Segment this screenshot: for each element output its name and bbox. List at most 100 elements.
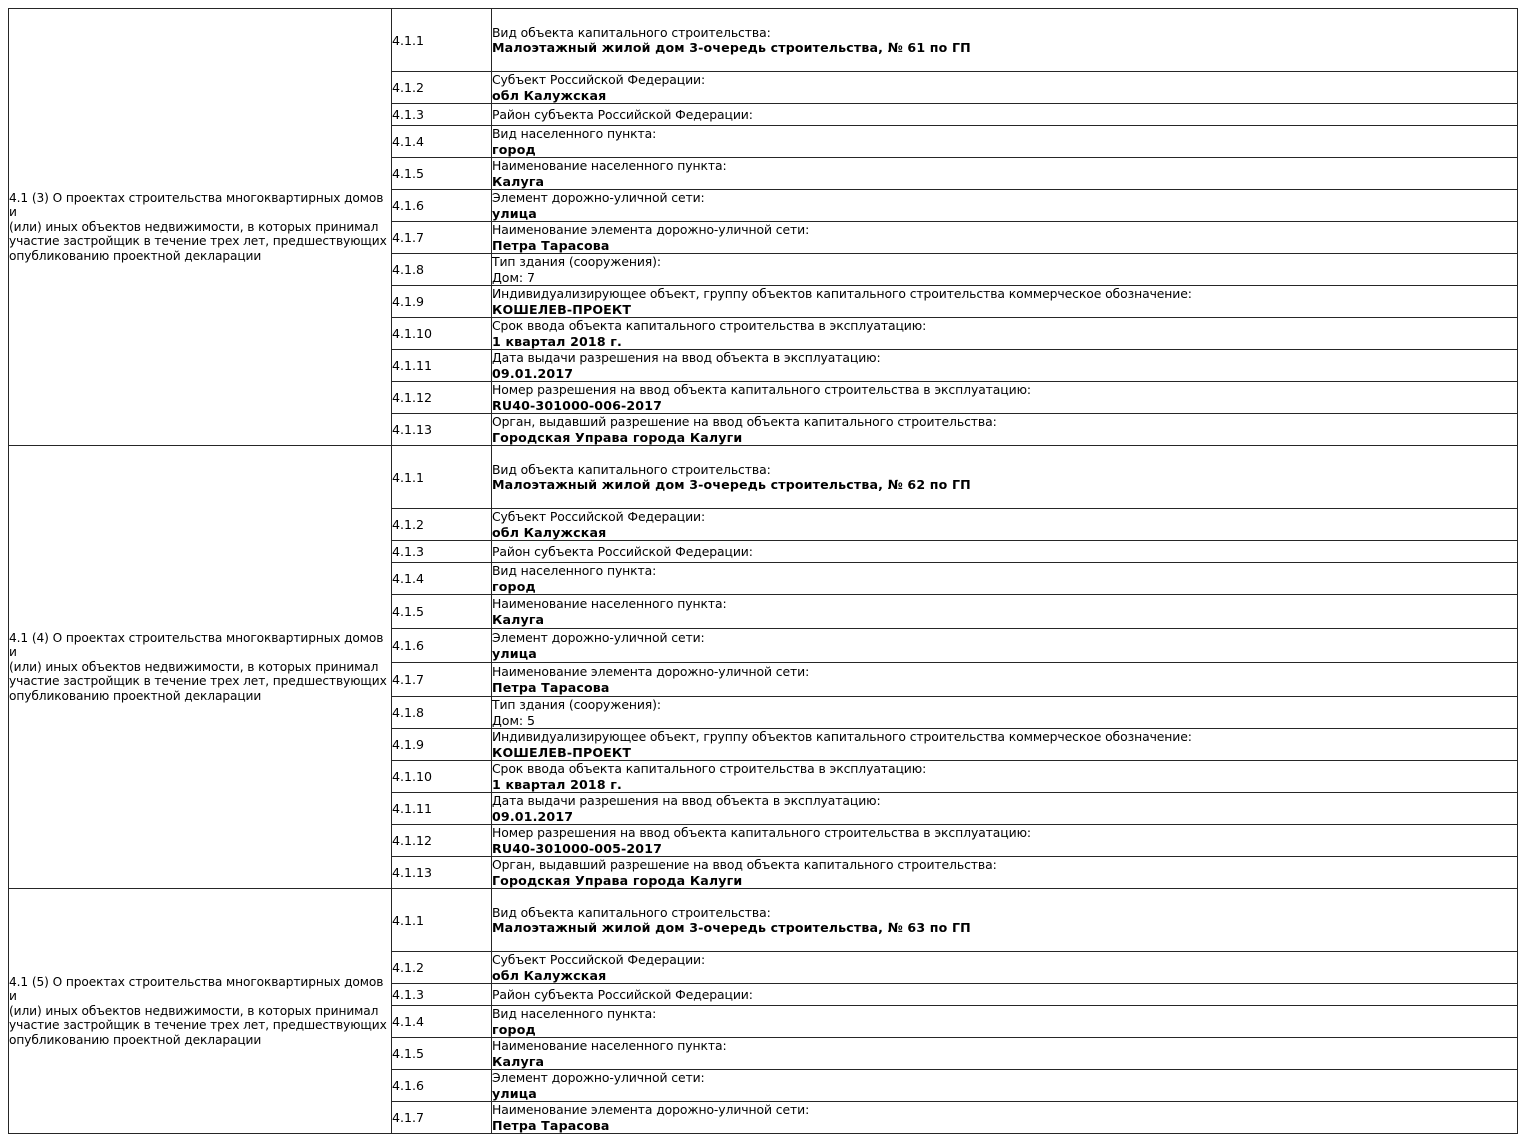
row-code: 4.1.7: [391, 1101, 492, 1134]
field-value: 1 квартал 2018 г.: [492, 333, 622, 349]
field-label: Район субъекта Российской Федерации:: [492, 543, 753, 559]
value-street-name: Наименование элемента дорожно-уличной се…: [491, 662, 1518, 697]
value-permit-issue-date: Дата выдачи разрешения на ввод объекта в…: [491, 349, 1518, 382]
table-row: 4.1 (4) О проектах строительства многокв…: [8, 445, 1518, 889]
table-row: 4.1.4 Вид населенного пункта: город: [9, 562, 1518, 595]
value-permit-number: Номер разрешения на ввод объекта капитал…: [491, 381, 1518, 414]
table-row: 4.1.7 Наименование элемента дорожно-улич…: [9, 662, 1518, 697]
field-value: обл Калужская: [492, 524, 607, 540]
row-code: 4.1.9: [391, 728, 492, 761]
table-row: 4.1.13 Орган, выдавший разрешение на вво…: [9, 856, 1518, 889]
value-subject-rf: Субъект Российской Федерации: обл Калужс…: [491, 508, 1518, 541]
field-value: 09.01.2017: [492, 808, 574, 824]
value-settlement-name: Наименование населенного пункта: Калуга: [491, 157, 1518, 190]
field-label: Тип здания (сооружения):: [492, 254, 661, 269]
field-label: Вид объекта капитального строительства:: [492, 461, 771, 477]
value-permit-authority: Орган, выдавший разрешение на ввод объек…: [491, 413, 1518, 446]
row-code: 4.1.8: [391, 696, 492, 729]
field-value: Малоэтажный жилой дом 3-очередь строител…: [492, 920, 971, 935]
field-label: Вид объекта капитального строительства:: [492, 24, 771, 40]
value-kind-of-object: Вид объекта капитального строительства: …: [491, 888, 1518, 952]
field-label: Район субъекта Российской Федерации:: [492, 986, 753, 1002]
table-row: 4.1 (5) О проектах строительства многокв…: [8, 888, 1518, 1134]
value-settlement-kind: Вид населенного пункта: город: [491, 562, 1518, 595]
value-commissioning-term: Срок ввода объекта капитального строител…: [491, 760, 1518, 793]
value-district-rf: Район субъекта Российской Федерации:: [491, 983, 1518, 1006]
table-row: 4.1.11 Дата выдачи разрешения на ввод об…: [9, 349, 1518, 382]
row-code: 4.1.11: [391, 792, 492, 825]
field-value: город: [492, 141, 536, 157]
field-value: Калуга: [492, 173, 545, 189]
value-street-element: Элемент дорожно-уличной сети: улица: [491, 1069, 1518, 1102]
table-row: 4.1.3 Район субъекта Российской Федераци…: [9, 103, 1518, 126]
value-street-element: Элемент дорожно-уличной сети: улица: [491, 189, 1518, 222]
value-settlement-kind: Вид населенного пункта: город: [491, 125, 1518, 158]
value-permit-issue-date: Дата выдачи разрешения на ввод объекта в…: [491, 792, 1518, 825]
value-street-element: Элемент дорожно-уличной сети: улица: [491, 628, 1518, 663]
value-street-name: Наименование элемента дорожно-уличной се…: [491, 221, 1518, 254]
field-value: город: [492, 578, 536, 594]
field-label: Вид населенного пункта:: [492, 563, 657, 578]
field-label: Наименование населенного пункта:: [492, 1038, 727, 1053]
table-row: 4.1.12 Номер разрешения на ввод объекта …: [9, 381, 1518, 414]
field-label: Тип здания (сооружения):: [492, 697, 661, 712]
table-row: 4.1.10 Срок ввода объекта капитального с…: [9, 760, 1518, 793]
field-value: Петра Тарасова: [492, 237, 610, 253]
field-label: Вид объекта капитального строительства:: [492, 904, 771, 920]
field-value: улица: [492, 205, 537, 221]
field-value: КОШЕЛЕВ-ПРОЕКТ: [492, 301, 632, 317]
row-code: 4.1.5: [391, 157, 492, 190]
row-code: 4.1.3: [391, 540, 492, 563]
field-value: Петра Тарасова: [492, 679, 610, 695]
field-label: Наименование элемента дорожно-уличной се…: [492, 664, 810, 679]
field-label: Наименование элемента дорожно-уличной се…: [492, 1102, 810, 1117]
table-row: 4.1.11 Дата выдачи разрешения на ввод об…: [9, 792, 1518, 825]
row-code: 4.1.4: [391, 562, 492, 595]
field-value: Калуга: [492, 1053, 545, 1069]
row-code: 4.1.1: [391, 888, 492, 952]
row-code: 4.1.7: [391, 221, 492, 254]
table-row: 4.1.5 Наименование населенного пункта: К…: [9, 594, 1518, 629]
table-row: 4.1.8 Тип здания (сооружения): Дом: 7: [9, 253, 1518, 286]
field-label: Индивидуализирующее объект, группу объек…: [492, 729, 1192, 744]
table-row: 4.1.7 Наименование элемента дорожно-улич…: [9, 221, 1518, 254]
row-code: 4.1.13: [391, 856, 492, 889]
table-row: 4.1.3 Район субъекта Российской Федераци…: [9, 983, 1518, 1006]
value-commercial-designation: Индивидуализирующее объект, группу объек…: [491, 285, 1518, 318]
value-commercial-designation: Индивидуализирующее объект, группу объек…: [491, 728, 1518, 761]
field-value: RU40-301000-006-2017: [492, 397, 663, 413]
field-value: улица: [492, 645, 537, 661]
section-heading-cell-1: 4.1 (3) О проектах строительства многокв…: [8, 8, 392, 446]
field-value: Малоэтажный жилой дом 3-очередь строител…: [492, 40, 971, 55]
row-code: 4.1.11: [391, 349, 492, 382]
section-heading-cell-2: 4.1 (4) О проектах строительства многокв…: [8, 445, 392, 889]
field-label: Дата выдачи разрешения на ввод объекта в…: [492, 793, 881, 808]
row-code: 4.1.12: [391, 824, 492, 857]
declaration-table-body: 4.1 (3) О проектах строительства многокв…: [8, 8, 1518, 1134]
field-value: КОШЕЛЕВ-ПРОЕКТ: [492, 744, 632, 760]
row-code: 4.1.7: [391, 662, 492, 697]
document-page: 4.1 (3) О проектах строительства многокв…: [8, 8, 1518, 1134]
field-label: Вид населенного пункта:: [492, 1006, 657, 1021]
field-label: Срок ввода объекта капитального строител…: [492, 318, 927, 333]
value-district-rf: Район субъекта Российской Федерации:: [491, 540, 1518, 563]
value-settlement-name: Наименование населенного пункта: Калуга: [491, 1037, 1518, 1070]
row-code: 4.1.10: [391, 317, 492, 350]
row-code: 4.1.10: [391, 760, 492, 793]
field-label: Субъект Российской Федерации:: [492, 509, 706, 524]
field-value: Городская Управа города Калуги: [492, 429, 743, 445]
field-value: Дом: 5: [492, 712, 536, 728]
table-row: 4.1.4 Вид населенного пункта: город: [9, 1005, 1518, 1038]
field-label: Субъект Российской Федерации:: [492, 72, 706, 87]
table-row: 4.1.2 Субъект Российской Федерации: обл …: [9, 508, 1518, 541]
declaration-table: 4.1 (3) О проектах строительства многокв…: [8, 8, 1518, 1134]
value-subject-rf: Субъект Российской Федерации: обл Калужс…: [491, 71, 1518, 104]
field-label: Элемент дорожно-уличной сети:: [492, 630, 705, 645]
field-label: Дата выдачи разрешения на ввод объекта в…: [492, 350, 881, 365]
row-code: 4.1.12: [391, 381, 492, 414]
value-permit-authority: Орган, выдавший разрешение на ввод объек…: [491, 856, 1518, 889]
value-district-rf: Район субъекта Российской Федерации:: [491, 103, 1518, 126]
section-heading-text: 4.1 (5) О проектах строительства многокв…: [9, 974, 387, 1047]
field-label: Вид населенного пункта:: [492, 126, 657, 141]
row-code: 4.1.9: [391, 285, 492, 318]
